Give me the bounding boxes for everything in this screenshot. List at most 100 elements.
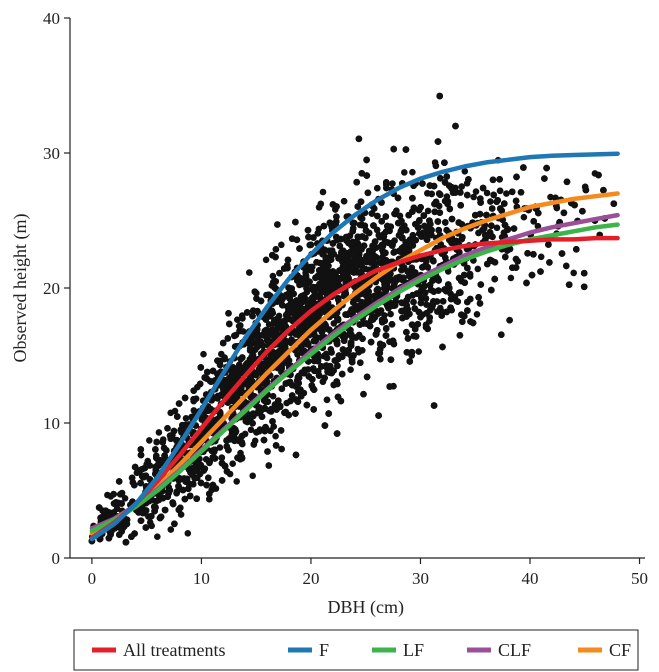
scatter-point (204, 368, 211, 376)
scatter-point (209, 367, 217, 375)
scatter-point (600, 186, 607, 194)
scatter-point (501, 200, 508, 207)
scatter-point (252, 289, 260, 297)
scatter-point (466, 270, 474, 278)
scatter-point (339, 346, 347, 353)
scatter-point (534, 222, 542, 230)
scatter-point (282, 380, 290, 387)
scatter-point (363, 258, 371, 266)
scatter-point (439, 343, 446, 351)
scatter-point (467, 295, 474, 303)
scatter-point (181, 394, 189, 402)
scatter-point (373, 327, 381, 334)
scatter-point (367, 338, 375, 346)
scatter-point (261, 405, 269, 412)
scatter-point (507, 274, 515, 282)
scatter-point (573, 246, 580, 253)
scatter-point (400, 274, 407, 282)
scatter-point (272, 432, 279, 440)
scatter-point (122, 538, 130, 546)
scatter-point (464, 264, 471, 272)
scatter-point (164, 425, 171, 432)
scatter-point (387, 310, 394, 318)
scatter-point (269, 392, 277, 400)
scatter-point (254, 307, 261, 315)
scatter-point (424, 207, 432, 215)
scatter-point (580, 269, 588, 277)
scatter-point (256, 404, 263, 411)
scatter-point (242, 417, 250, 425)
scatter-point (408, 238, 416, 246)
scatter-point (455, 219, 463, 226)
scatter-point (484, 260, 491, 268)
scatter-point (323, 396, 331, 404)
scatter-point (565, 281, 573, 289)
scatter-point (161, 452, 168, 460)
scatter-point (396, 212, 404, 220)
scatter-point (387, 223, 395, 230)
scatter-point (363, 156, 370, 164)
scatter-point (347, 366, 354, 374)
scatter-point (430, 402, 438, 409)
scatter-point (459, 234, 466, 241)
scatter-point (115, 478, 123, 485)
scatter-point (292, 218, 299, 226)
scatter-point (278, 445, 285, 453)
scatter-point (338, 370, 346, 378)
scatter-point (379, 254, 386, 261)
scatter-point (464, 307, 471, 314)
scatter-point (435, 277, 443, 284)
scatter-point (277, 427, 285, 434)
scatter-point (355, 135, 363, 143)
scatter-point (363, 373, 371, 381)
scatter-point (226, 320, 233, 328)
scatter-point (430, 288, 438, 295)
scatter-point (419, 229, 427, 237)
scatter-point (233, 478, 240, 485)
scatter-point (316, 267, 323, 274)
scatter-point (374, 184, 381, 192)
scatter-point (415, 348, 423, 355)
scatter-point (443, 308, 451, 316)
scatter-point (330, 250, 338, 258)
scatter-point (374, 285, 382, 293)
scatter-point (337, 397, 345, 405)
scatter-point (212, 394, 220, 401)
scatter-point (328, 349, 335, 356)
scatter-point (223, 437, 230, 444)
scatter-point (110, 500, 118, 507)
scatter-point (348, 358, 356, 366)
scatter-point (249, 312, 256, 320)
scatter-point (267, 427, 274, 435)
scatter-point (333, 203, 340, 210)
scatter-point (341, 262, 348, 270)
scatter-point (297, 293, 305, 301)
scatter-point (472, 188, 480, 195)
scatter-point (171, 407, 179, 415)
scatter-point (432, 198, 440, 206)
scatter-point (131, 481, 138, 489)
scatter-point (476, 300, 484, 307)
scatter-point (223, 468, 231, 475)
scatter-point (309, 376, 316, 383)
scatter-point (205, 474, 212, 482)
scatter-point (510, 225, 518, 232)
scatter-point (203, 481, 210, 489)
scatter-point (355, 348, 363, 356)
scatter-point (377, 355, 384, 363)
scatter-point (269, 418, 276, 425)
scatter-point (347, 339, 355, 346)
scatter-point (387, 356, 395, 364)
scatter-point (560, 209, 568, 217)
scatter-point (419, 180, 426, 187)
scatter-point (354, 203, 362, 210)
scatter-point (165, 484, 172, 491)
scatter-point (200, 350, 207, 358)
scatter-point (520, 213, 528, 221)
scatter-point (579, 207, 586, 215)
scatter-point (483, 211, 490, 219)
scatter-point (423, 236, 431, 243)
scatter-point (358, 215, 366, 222)
scatter-point (303, 401, 311, 409)
scatter-point (218, 350, 225, 358)
